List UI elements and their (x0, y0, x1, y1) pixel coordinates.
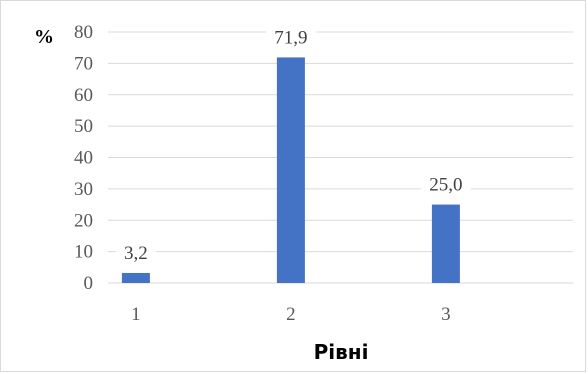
data-label: 25,0 (429, 175, 462, 196)
x-axis-ticks: 1 2 3 (131, 304, 451, 325)
y-axis-ticks: 0 10 20 30 40 50 60 70 80 (74, 22, 93, 294)
y-tick-label: 80 (74, 22, 93, 43)
y-tick-label: 0 (84, 273, 94, 294)
bar (431, 204, 460, 283)
data-label-background (420, 174, 471, 197)
y-axis-title: % (34, 26, 54, 48)
data-label: 3,2 (124, 243, 148, 264)
x-axis-title: Рівні (314, 340, 369, 364)
y-tick-label: 30 (74, 179, 93, 200)
y-tick-label: 10 (74, 242, 93, 263)
y-tick-label: 20 (74, 210, 93, 231)
data-label-background (265, 27, 316, 50)
y-tick-label: 40 (74, 148, 93, 169)
gridlines (108, 31, 573, 284)
x-tick-label: 1 (131, 304, 141, 325)
bar (121, 272, 150, 283)
bars (121, 57, 460, 283)
data-labels: 3,2 71,9 25,0 (115, 27, 471, 265)
data-label: 71,9 (274, 27, 307, 48)
y-tick-label: 70 (74, 53, 93, 74)
bar (276, 57, 305, 283)
y-tick-label: 60 (74, 85, 93, 106)
x-tick-label: 3 (441, 304, 451, 325)
data-label-background (115, 242, 156, 265)
y-tick-label: 50 (74, 116, 93, 137)
x-tick-label: 2 (286, 304, 296, 325)
